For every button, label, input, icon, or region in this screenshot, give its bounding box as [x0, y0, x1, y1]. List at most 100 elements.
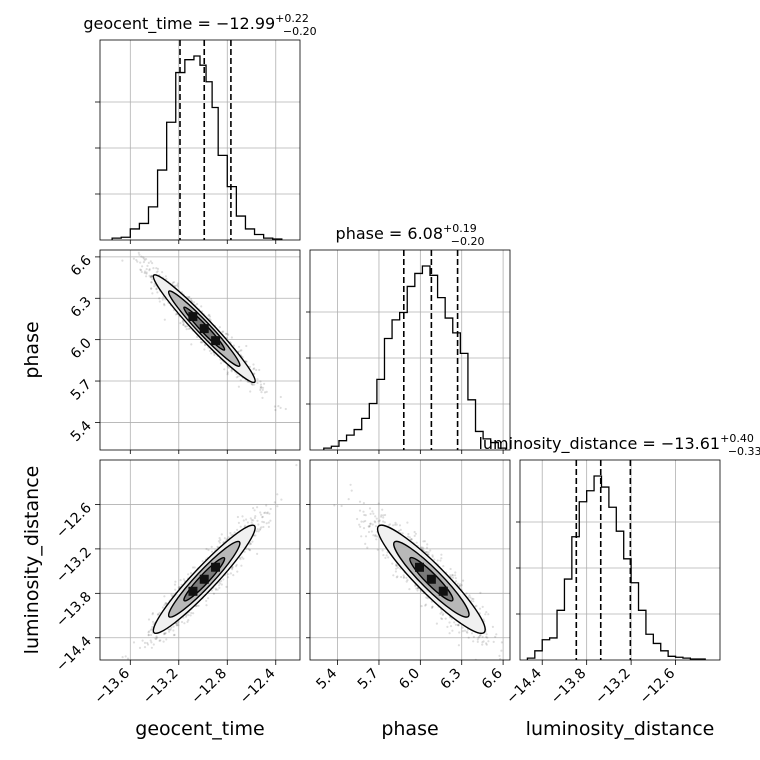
sample-point [260, 513, 263, 516]
sample-point [487, 640, 490, 643]
sample-point [457, 623, 460, 626]
sample-point [142, 256, 145, 259]
sample-point [205, 547, 208, 551]
sample-point [465, 630, 468, 633]
sample-point [137, 251, 140, 254]
sample-point [150, 287, 153, 290]
sample-point [391, 562, 394, 565]
sample-point [259, 387, 262, 390]
sample-point [249, 542, 252, 545]
sample-point [201, 560, 204, 563]
scatter-panel-phase-luminosity_distance [309, 459, 514, 661]
sample-point [229, 532, 232, 535]
sample-point [347, 498, 350, 501]
sample-point [485, 611, 488, 614]
sample-point [132, 641, 136, 644]
sample-point [200, 341, 203, 344]
sample-point [143, 257, 146, 260]
sample-point [224, 332, 227, 335]
sample-point [216, 545, 219, 548]
hist-title-phase: phase = 6.08+0.19 −0.20 [336, 222, 485, 248]
hist-panel-geocent_time [95, 39, 301, 241]
sample-point [150, 281, 153, 284]
sample-point [439, 559, 442, 562]
sample-point [184, 325, 188, 328]
sample-point [153, 285, 156, 288]
sample-point [208, 349, 211, 352]
sample-point [239, 379, 242, 382]
sample-point [415, 587, 418, 590]
sample-point [259, 380, 262, 383]
sample-point [395, 567, 398, 570]
sample-point [193, 301, 196, 304]
sample-point [472, 600, 475, 603]
sample-point [446, 625, 449, 629]
sample-point [395, 564, 398, 567]
sample-point [182, 323, 185, 326]
sample-point [479, 634, 482, 637]
sample-point [407, 535, 410, 538]
sample-point [460, 584, 463, 587]
sample-point [261, 520, 264, 523]
sample-point [258, 368, 261, 372]
sample-point [262, 525, 265, 529]
panel-frame [99, 459, 301, 661]
sample-point [461, 630, 465, 633]
scatter-panel-geocent_time-luminosity_distance [99, 459, 301, 661]
x-tick-label: 5.7 [355, 666, 382, 693]
sample-point [140, 255, 143, 258]
sample-point [356, 517, 359, 521]
sample-point [276, 493, 279, 496]
x-axis-label-phase: phase [381, 718, 438, 740]
sample-point [478, 607, 482, 610]
y-tick-label: 6.6 [68, 252, 95, 279]
sample-point [252, 507, 255, 510]
sample-point [191, 300, 194, 303]
sample-point [121, 259, 124, 262]
sample-point [449, 625, 453, 628]
sample-point [190, 611, 193, 615]
sample-point [220, 533, 223, 536]
panel-frame [309, 459, 511, 661]
sample-point [430, 600, 433, 603]
sample-point [169, 628, 172, 631]
sample-point [155, 271, 158, 274]
sample-point [260, 391, 263, 394]
sample-point [442, 565, 445, 568]
sample-point [494, 635, 497, 638]
sample-point [136, 260, 139, 263]
scatter-panel-geocent_time-phase [99, 249, 301, 451]
sample-point [182, 323, 185, 327]
sample-point [274, 408, 277, 412]
sample-point [147, 261, 150, 264]
sample-point [387, 556, 390, 559]
sample-point [440, 553, 443, 556]
sample-point [481, 605, 484, 609]
sample-point [148, 630, 151, 633]
title-plus: +0.40 [720, 432, 754, 445]
sample-point [218, 537, 221, 540]
sample-point [230, 370, 233, 373]
sample-point [512, 651, 514, 653]
sample-point [161, 271, 164, 274]
sample-point [158, 297, 161, 300]
sample-point [416, 589, 419, 592]
sample-point [236, 570, 239, 573]
sample-point [218, 326, 221, 329]
density-core-bin [199, 574, 209, 584]
sample-point [482, 640, 485, 643]
sample-point [433, 558, 436, 561]
panel-frame [99, 249, 301, 451]
sample-point [173, 281, 176, 284]
sample-point [239, 558, 242, 561]
sample-point [376, 535, 379, 538]
sample-point [181, 320, 184, 323]
sample-point [484, 613, 487, 616]
sample-point [277, 405, 280, 408]
sample-point [252, 519, 255, 522]
sample-point [259, 388, 262, 392]
x-axis-geocent_time: −13.6 −13.2 −12.8 −12.4 geocent_time [91, 660, 279, 740]
sample-point [476, 638, 479, 641]
sample-point [457, 644, 460, 647]
sample-point [163, 303, 166, 306]
